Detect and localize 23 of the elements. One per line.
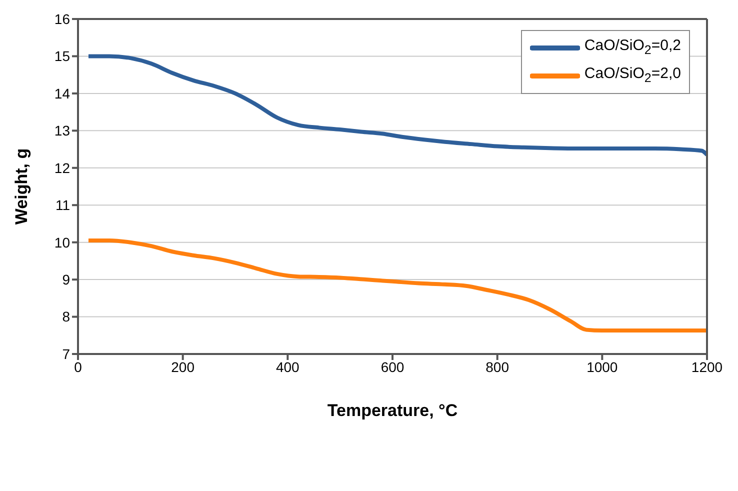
x-tick-label: 1000 bbox=[586, 358, 618, 375]
x-tick-label: 1200 bbox=[691, 358, 723, 375]
y-tick-label: 15 bbox=[54, 48, 70, 64]
y-tick-label: 12 bbox=[54, 160, 70, 176]
x-tick-label: 800 bbox=[486, 358, 510, 375]
line-series bbox=[86, 238, 707, 333]
y-axis-title: Weight, g bbox=[12, 148, 32, 225]
y-tick-label: 9 bbox=[62, 272, 70, 288]
legend-label: CaO/SiO$_{2}$=0,2 bbox=[584, 36, 681, 59]
x-tick-label: 200 bbox=[171, 358, 195, 375]
x-tick-label: 0 bbox=[74, 358, 82, 375]
x-axis-title: Temperature, °C bbox=[327, 401, 458, 420]
y-tick-label: 7 bbox=[62, 346, 70, 362]
y-tick-label: 13 bbox=[54, 122, 70, 139]
legend-label: CaO/SiO$_{2}$=2,0 bbox=[584, 64, 681, 87]
y-tick-label: 16 bbox=[54, 10, 70, 27]
y-tick-label: 14 bbox=[54, 85, 70, 102]
y-tick-label: 11 bbox=[55, 197, 70, 214]
y-tick-label: 8 bbox=[62, 308, 70, 325]
line-series bbox=[86, 54, 707, 157]
x-tick-label: 400 bbox=[276, 358, 300, 375]
x-tick-label: 600 bbox=[380, 358, 404, 375]
y-tick-label: 10 bbox=[54, 234, 70, 250]
